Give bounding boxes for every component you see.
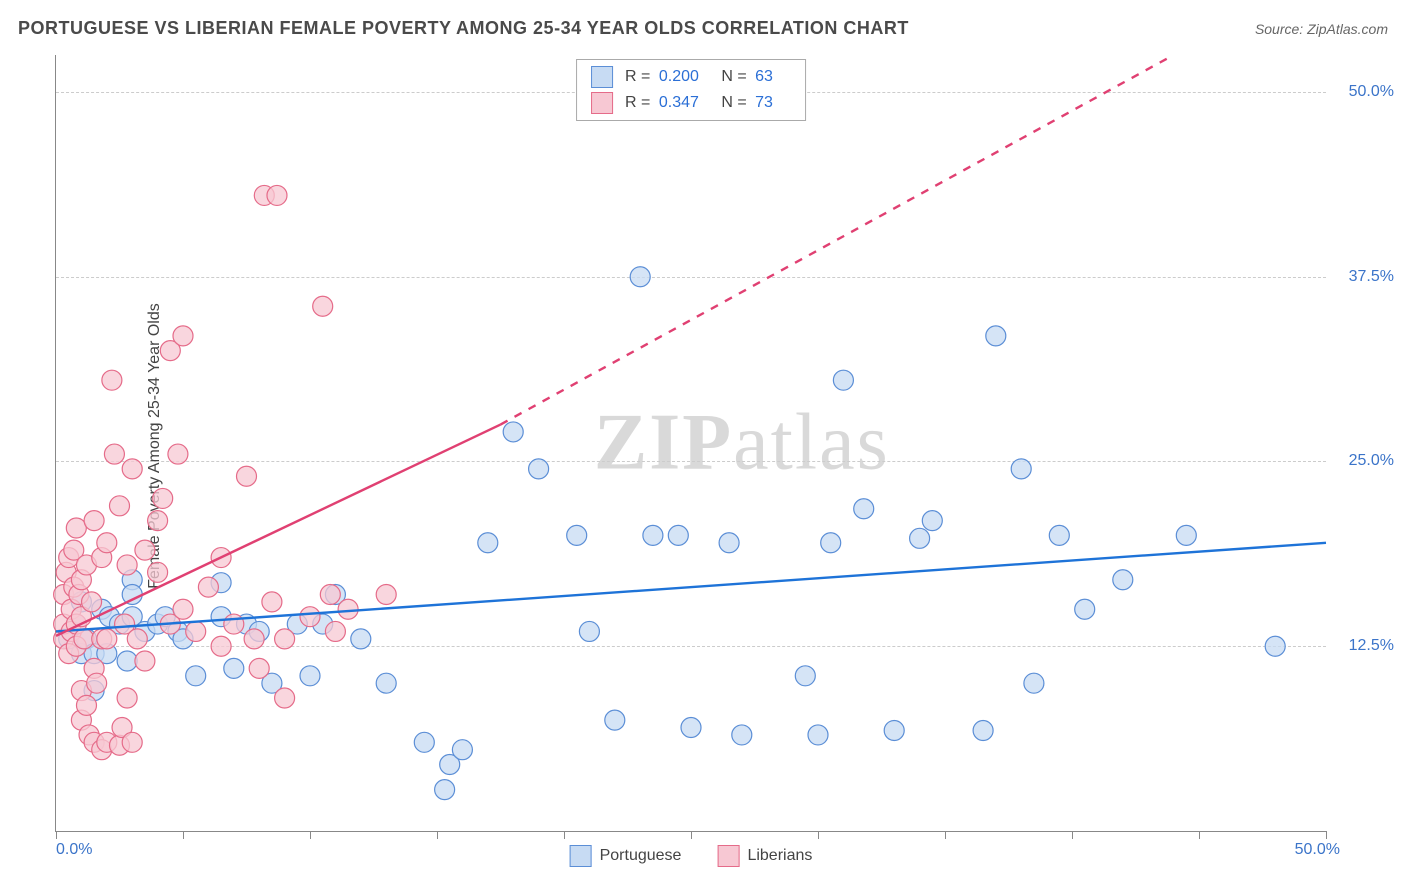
legend-swatch-liberians [591, 92, 613, 114]
legend-r-value-portuguese: 0.200 [659, 68, 699, 85]
legend-n-label: N = [721, 94, 746, 111]
legend-label-liberians: Liberians [747, 847, 812, 865]
y-tick-label: 37.5% [1334, 268, 1394, 286]
legend-series: Portuguese Liberians [570, 845, 813, 867]
legend-label-portuguese: Portuguese [600, 847, 682, 865]
scatter-chart: ZIPatlas 12.5%25.0%37.5%50.0% 0.0% 50.0%… [55, 55, 1326, 832]
legend-n-value-portuguese: 63 [755, 68, 773, 85]
legend-r-label: R = [625, 94, 650, 111]
x-max-label: 50.0% [1295, 841, 1340, 859]
legend-r-value-liberians: 0.347 [659, 94, 699, 111]
legend-swatch-liberians [717, 845, 739, 867]
y-tick-label: 12.5% [1334, 637, 1394, 655]
y-tick-label: 50.0% [1334, 83, 1394, 101]
legend-swatch-portuguese [570, 845, 592, 867]
y-tick-label: 25.0% [1334, 452, 1394, 470]
source-label: Source: ZipAtlas.com [1255, 21, 1388, 37]
legend-stats: R = 0.200 N = 63 R = 0.347 N = 73 [576, 59, 806, 121]
legend-n-value-liberians: 73 [755, 94, 773, 111]
legend-r-label: R = [625, 68, 650, 85]
x-origin-label: 0.0% [56, 841, 92, 859]
legend-swatch-portuguese [591, 66, 613, 88]
plot-svg [56, 55, 1326, 831]
page-title: PORTUGUESE VS LIBERIAN FEMALE POVERTY AM… [18, 18, 909, 39]
legend-n-label: N = [721, 68, 746, 85]
